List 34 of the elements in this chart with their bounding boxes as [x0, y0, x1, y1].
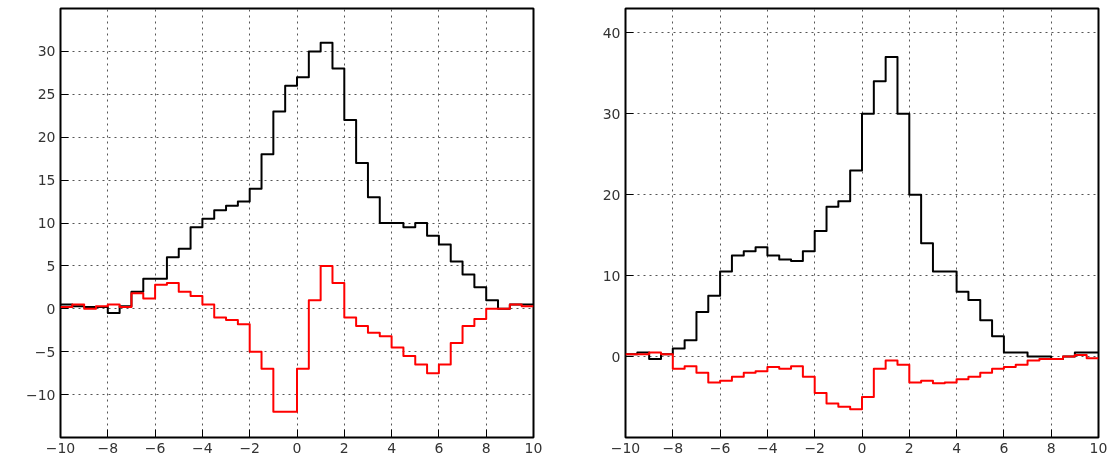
x-tick-label: −6: [709, 439, 731, 456]
x-tick-label: 8: [1046, 439, 1056, 456]
x-tick-label: 6: [999, 439, 1009, 456]
x-tick-label: 4: [952, 439, 962, 456]
x-tick-label: 0: [857, 439, 867, 456]
y-tick-label: 20: [602, 186, 621, 203]
x-tick-label: 10: [524, 439, 543, 456]
x-tick-label: −2: [804, 439, 826, 456]
y-tick-label: 0: [611, 348, 621, 365]
x-tick-label: 10: [1089, 439, 1108, 456]
x-tick-label: −8: [97, 439, 119, 456]
x-tick-label: 2: [339, 439, 349, 456]
y-tick-label: 5: [46, 257, 56, 274]
y-tick-label: −5: [34, 343, 56, 360]
x-tick-label: −4: [757, 439, 778, 456]
x-tick-label: −6: [144, 439, 166, 456]
y-tick-label: 0: [46, 300, 56, 317]
y-tick-label: −10: [25, 386, 56, 403]
y-tick-label: 20: [37, 129, 56, 146]
x-tick-label: −8: [662, 439, 684, 456]
x-tick-label: −4: [192, 439, 213, 456]
y-tick-label: 30: [37, 43, 56, 60]
x-tick-label: −2: [239, 439, 261, 456]
y-tick-label: 40: [602, 24, 621, 41]
x-tick-label: 2: [904, 439, 914, 456]
x-tick-label: 6: [434, 439, 444, 456]
y-tick-label: 15: [37, 172, 56, 189]
y-tick-label: 25: [37, 86, 56, 103]
y-tick-label: 10: [602, 267, 621, 284]
x-tick-label: 8: [481, 439, 491, 456]
x-tick-label: 0: [292, 439, 302, 456]
y-tick-label: 30: [602, 105, 621, 122]
y-tick-label: 10: [37, 215, 56, 231]
x-tick-label: 4: [387, 439, 397, 456]
